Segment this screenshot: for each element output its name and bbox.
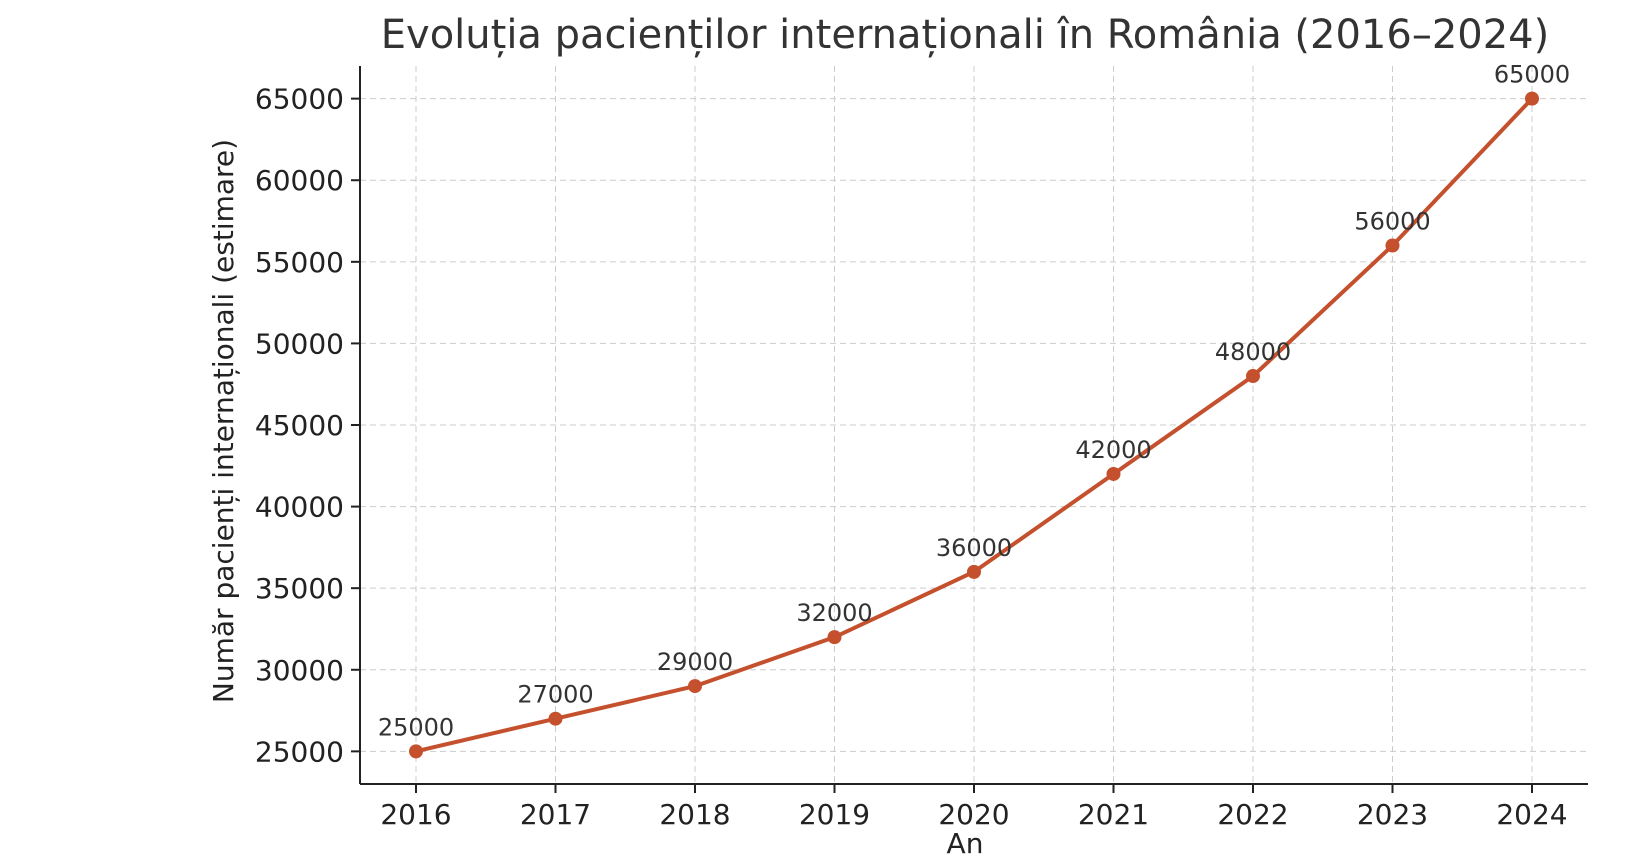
data-point <box>1525 91 1539 106</box>
x-tick-label: 2024 <box>1496 798 1567 831</box>
data-label: 32000 <box>796 599 872 627</box>
data-label: 65000 <box>1494 61 1570 89</box>
y-tick-label: 55000 <box>255 246 344 279</box>
data-point <box>1385 238 1400 253</box>
y-tick-label: 60000 <box>255 164 344 197</box>
data-label: 56000 <box>1354 208 1430 236</box>
y-tick-label: 40000 <box>255 491 344 524</box>
data-label: 36000 <box>936 534 1012 562</box>
y-tick-label: 25000 <box>255 735 344 768</box>
data-point <box>1246 369 1260 384</box>
grid <box>360 66 1588 784</box>
y-tick-label: 30000 <box>255 654 344 687</box>
y-tick-label: 35000 <box>255 572 344 605</box>
x-tick-label: 2023 <box>1357 798 1428 831</box>
data-point <box>967 564 981 579</box>
chart-title: Evoluția pacienților internaționali în R… <box>381 12 1549 58</box>
x-tick-label: 2017 <box>520 798 591 831</box>
data-point <box>409 744 423 759</box>
x-tick-label: 2020 <box>938 798 1009 831</box>
data-point <box>688 679 702 694</box>
data-point <box>1106 466 1121 481</box>
ticks: 2016 2017 2018 2019 2020 2021 2022 2023 2024 2500… <box>255 83 1568 831</box>
data-label: 29000 <box>657 648 733 676</box>
y-axis-label: Număr pacienți internaționali (estimare) <box>207 139 240 703</box>
x-axis-label: An <box>947 827 984 860</box>
y-tick-label: 45000 <box>255 409 344 442</box>
x-tick-label: 2018 <box>659 798 730 831</box>
y-tick-label: 50000 <box>255 327 344 360</box>
data-point <box>827 630 842 645</box>
data-label: 48000 <box>1215 338 1291 366</box>
x-tick-label: 2019 <box>799 798 870 831</box>
data-labels: 25000 27000 29000 32000 36000 42000 48000 56000… <box>378 61 1570 742</box>
x-tick-label: 2021 <box>1078 798 1149 831</box>
data-point <box>548 711 563 726</box>
series <box>409 91 1539 759</box>
data-label: 25000 <box>378 713 454 741</box>
x-tick-label: 2022 <box>1217 798 1288 831</box>
data-label: 27000 <box>517 681 593 709</box>
data-label: 42000 <box>1075 436 1151 464</box>
x-tick-label: 2016 <box>380 798 451 831</box>
y-tick-label: 65000 <box>255 83 344 116</box>
